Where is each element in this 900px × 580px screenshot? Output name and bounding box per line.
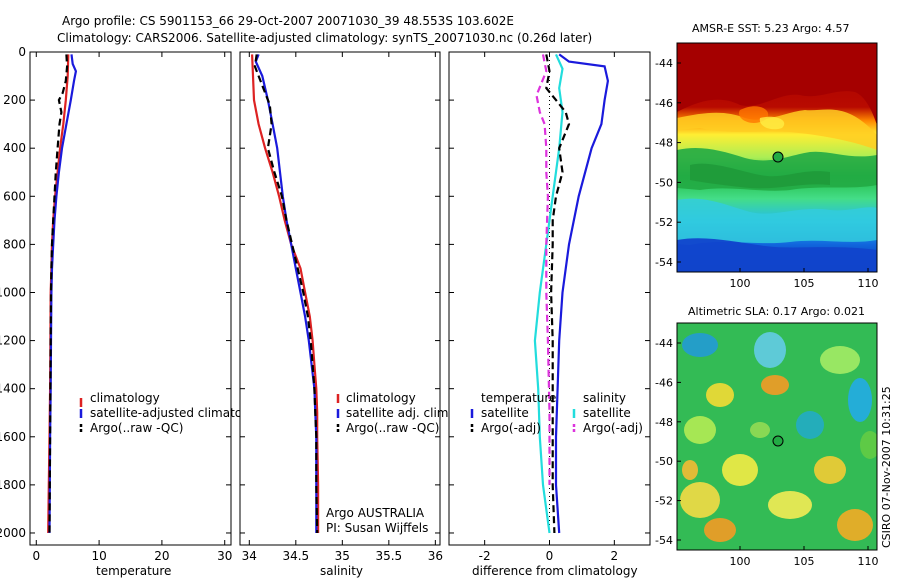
salinity-axis-ticks: 34 34.5 35 35.5 36 bbox=[240, 51, 443, 563]
sst-lon-ticks: 100 105 110 bbox=[730, 268, 879, 290]
sla-lat-ticks: -44 -46 -48 -50 -52 -54 bbox=[655, 337, 681, 547]
legend-temp-argo-label: Argo(-adj) bbox=[481, 421, 541, 435]
lon-tick-label: 110 bbox=[858, 555, 879, 568]
lat-tick-label: -50 bbox=[655, 455, 673, 468]
sla-map-title: Altimetric SLA: 0.17 Argo: 0.021 bbox=[688, 305, 865, 318]
difference-axis-ticks: -2 0 2 bbox=[449, 51, 650, 563]
y-tick-label: 1600 bbox=[0, 430, 26, 444]
lat-tick-label: -54 bbox=[655, 256, 673, 269]
x-tick-label: 2 bbox=[611, 549, 619, 563]
salinity-profile-panel: 34 34.5 35 35.5 36 salinity climatology sate… bbox=[239, 51, 452, 578]
temperature-plot-frame bbox=[29, 51, 232, 546]
y-tick-label: 2000 bbox=[0, 526, 26, 540]
x-tick-label: 30 bbox=[217, 549, 232, 563]
lon-tick-label: 105 bbox=[794, 555, 815, 568]
x-tick-label: 10 bbox=[91, 549, 106, 563]
lat-tick-label: -44 bbox=[655, 337, 673, 350]
y-tick-label: 400 bbox=[3, 141, 26, 155]
legend-argo-label: Argo(..raw -QC) bbox=[346, 421, 439, 435]
legend-climatology-label: climatology bbox=[90, 391, 160, 405]
salinity-legend: climatology satellite adj. clim. Argo(..… bbox=[336, 391, 452, 435]
sst-argo-marker bbox=[772, 151, 784, 163]
lat-tick-label: -52 bbox=[655, 495, 673, 508]
x-tick-label: 20 bbox=[154, 549, 169, 563]
y-tick-label: 1200 bbox=[0, 334, 26, 348]
y-tick-label: 800 bbox=[3, 237, 26, 251]
sst-map-frame bbox=[676, 42, 878, 273]
sla-lon-ticks: 100 105 110 bbox=[730, 546, 879, 568]
x-tick-label: 35.5 bbox=[375, 549, 402, 563]
sla-map-panel: Altimetric SLA: 0.17 Argo: 0.021 -44-46-… bbox=[655, 305, 879, 568]
y-tick-label: 1400 bbox=[0, 382, 26, 396]
y-tick-label: 1800 bbox=[0, 478, 26, 492]
y-tick-label: 1000 bbox=[0, 285, 26, 299]
salinity-plot-frame bbox=[239, 51, 441, 546]
lon-tick-label: 100 bbox=[730, 555, 751, 568]
legend-satellite-label: satellite adj. clim. bbox=[346, 406, 452, 420]
lat-tick-label: -46 bbox=[655, 376, 673, 389]
series-line-0 bbox=[554, 53, 610, 534]
salinity-xlabel: salinity bbox=[320, 564, 363, 578]
series-line-4 bbox=[535, 54, 551, 485]
difference-profile-panel: -2 0 2 difference from climatology tempera… bbox=[448, 51, 651, 578]
lat-tick-label: -44 bbox=[655, 57, 673, 70]
lat-tick-label: -48 bbox=[655, 137, 673, 150]
header-line2: Climatology: CARS2006. Satellite-adjuste… bbox=[57, 31, 592, 45]
sla-argo-marker bbox=[772, 435, 784, 447]
sst-map-title: AMSR-E SST: 5.23 Argo: 4.57 bbox=[692, 22, 850, 35]
difference-legend: temperature salinity satellite Argo(-adj… bbox=[470, 391, 643, 435]
csiro-timestamp: CSIRO 07-Nov-2007 10:31:25 bbox=[880, 386, 893, 548]
sla-map-frame bbox=[676, 322, 878, 551]
series-line-3 bbox=[545, 54, 571, 534]
x-tick-label: 0 bbox=[546, 549, 554, 563]
x-tick-label: 34.5 bbox=[282, 549, 309, 563]
lat-tick-label: -50 bbox=[655, 176, 673, 189]
y-tick-label: 600 bbox=[3, 189, 26, 203]
y-tick-label: 200 bbox=[3, 93, 26, 107]
header-line1: Argo profile: CS 5901153_66 29-Oct-2007 … bbox=[62, 14, 514, 28]
depth-axis-ticks: 0 200 400 600 800 1000 1200 1400 1600 1800 2000 bbox=[0, 45, 231, 540]
x-tick-label: 36 bbox=[428, 549, 443, 563]
series-line-1 bbox=[254, 54, 318, 533]
legend-sal-argo-label: Argo(-adj) bbox=[583, 421, 643, 435]
temperature-profile-panel: 0 200 400 600 800 1000 1200 1400 1600 1800 2000 0 1… bbox=[0, 45, 268, 578]
legend-sal-satellite-label: satellite bbox=[583, 406, 631, 420]
lat-tick-label: -54 bbox=[655, 534, 673, 547]
argo-pi-annotation: PI: Susan Wijffels bbox=[326, 521, 428, 535]
lon-tick-label: 105 bbox=[794, 277, 815, 290]
series-line-0 bbox=[251, 54, 320, 533]
temperature-legend: climatology satellite-adjusted climatolo… bbox=[79, 391, 268, 435]
sst-map-panel: AMSR-E SST: 5.23 Argo: 4.57 bbox=[655, 22, 878, 290]
x-tick-label: 0 bbox=[32, 549, 40, 563]
legend-satellite-label: satellite-adjusted climatology bbox=[90, 406, 268, 420]
salinity-series bbox=[251, 54, 320, 534]
series-line-2 bbox=[253, 54, 319, 534]
sst-lat-ticks: -44 -46 -48 -50 -52 -54 bbox=[655, 57, 681, 269]
legend-salinity-title: salinity bbox=[583, 391, 626, 405]
legend-argo-label: Argo(..raw -QC) bbox=[90, 421, 183, 435]
x-tick-label: -2 bbox=[479, 549, 491, 563]
x-tick-label: 35 bbox=[335, 549, 350, 563]
x-tick-label: 34 bbox=[242, 549, 257, 563]
lon-tick-label: 110 bbox=[858, 277, 879, 290]
lat-tick-label: -52 bbox=[655, 216, 673, 229]
lon-tick-label: 100 bbox=[730, 277, 751, 290]
legend-temp-satellite-label: satellite bbox=[481, 406, 529, 420]
y-tick-label: 0 bbox=[18, 45, 26, 59]
series-line-2 bbox=[48, 54, 69, 534]
lat-tick-label: -48 bbox=[655, 416, 673, 429]
temperature-axis-ticks: 0 10 20 30 bbox=[32, 52, 232, 563]
legend-temperature-title: temperature bbox=[481, 391, 556, 405]
difference-series bbox=[533, 52, 610, 534]
argo-country-annotation: Argo AUSTRALIA bbox=[326, 506, 425, 520]
temperature-series bbox=[47, 54, 78, 534]
difference-xlabel: difference from climatology bbox=[472, 564, 638, 578]
lat-tick-label: -46 bbox=[655, 97, 673, 110]
temperature-xlabel: temperature bbox=[96, 564, 171, 578]
legend-climatology-label: climatology bbox=[346, 391, 416, 405]
